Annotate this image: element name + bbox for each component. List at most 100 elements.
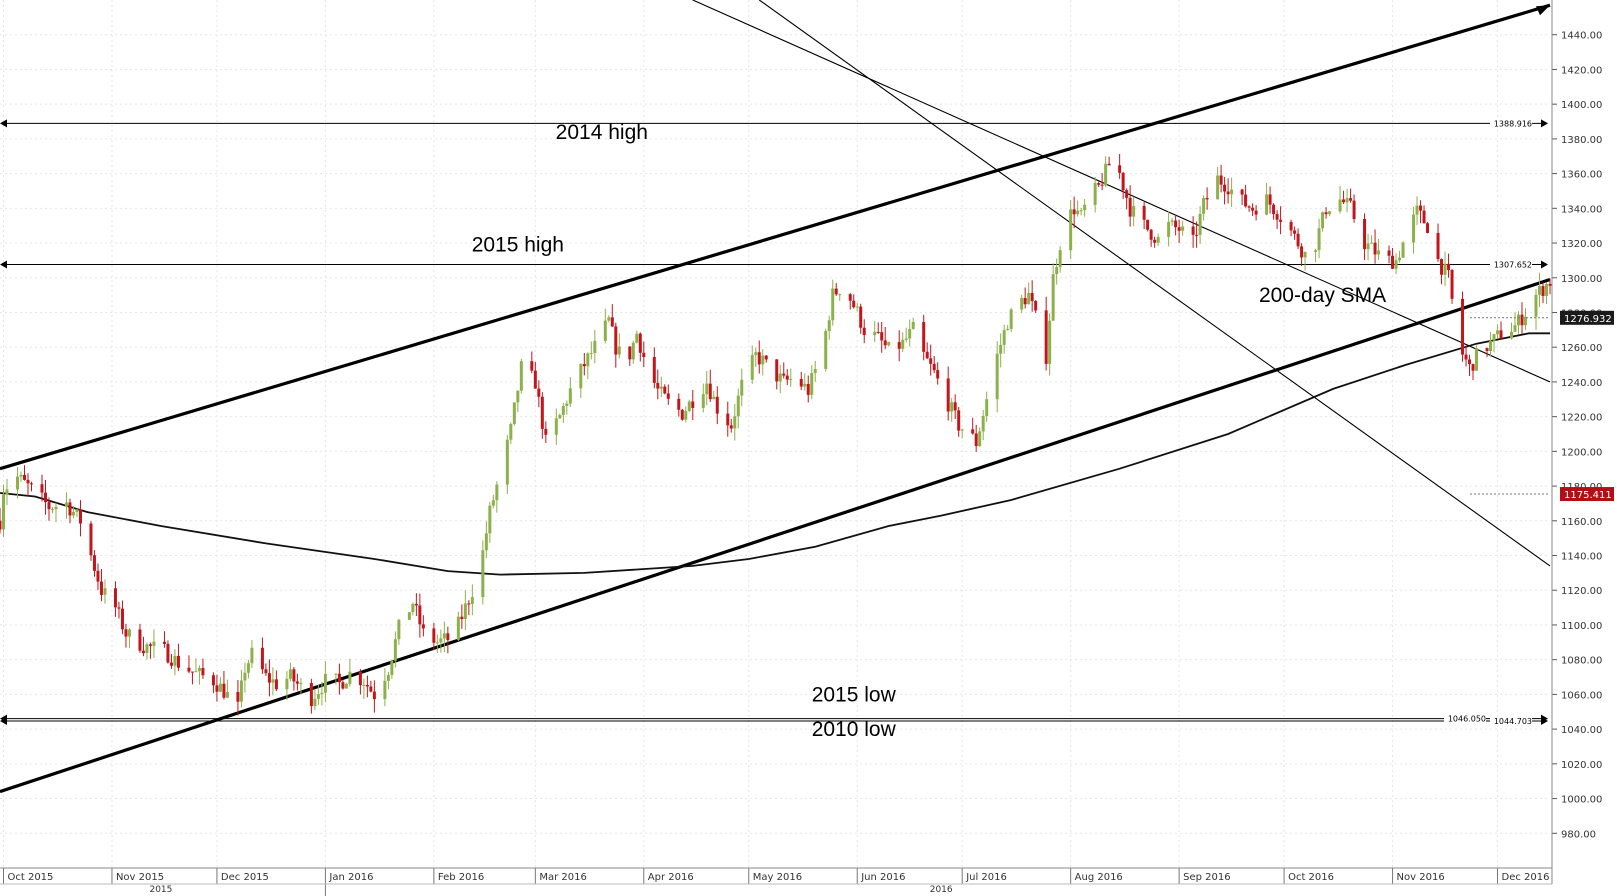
candle-up	[827, 315, 831, 340]
candle-body	[729, 425, 733, 429]
candle-body	[1447, 263, 1451, 271]
candle-down	[1251, 203, 1255, 216]
candle-body	[138, 629, 142, 651]
candle-body	[1510, 331, 1514, 339]
candle-down	[1373, 229, 1377, 264]
candle-up	[271, 667, 275, 696]
candle-down	[40, 474, 44, 502]
candle-body	[75, 509, 79, 512]
candle-down	[1349, 188, 1353, 203]
candle-body	[1100, 184, 1104, 186]
candle-body	[1373, 242, 1377, 255]
candle-body	[103, 588, 107, 595]
y-tick-label: 1260.00	[1561, 343, 1602, 354]
candle-up	[246, 659, 250, 679]
candle-down	[880, 321, 884, 353]
candle-body	[1387, 250, 1391, 256]
candle-body	[1464, 354, 1468, 360]
level-value-bg	[1490, 118, 1532, 129]
y-tick-label: 1040.00	[1561, 725, 1602, 736]
candle-body	[344, 683, 348, 689]
candle-up	[568, 377, 572, 407]
candle-up	[1009, 307, 1013, 333]
candle-up	[831, 279, 835, 326]
candle-body	[1279, 219, 1283, 222]
x-tick-label: Mar 2016	[539, 872, 587, 883]
candle-down	[953, 394, 957, 419]
candle-body	[1538, 286, 1542, 295]
candle-down	[1499, 321, 1503, 340]
candle-up	[1338, 185, 1342, 214]
candle-body	[1069, 209, 1073, 251]
candle-up	[1006, 324, 1010, 331]
candle-up	[463, 590, 467, 630]
y-tick-label: 1000.00	[1561, 795, 1602, 806]
candle-down	[677, 393, 681, 417]
candle-up	[1321, 211, 1325, 232]
candle-down	[138, 623, 142, 653]
candle-up	[911, 317, 915, 330]
candle-body	[463, 603, 467, 620]
candle-body	[1048, 320, 1052, 364]
candle-up	[1156, 233, 1160, 247]
candle-body	[1545, 284, 1549, 296]
candle-body	[1485, 348, 1489, 351]
candle-body	[876, 331, 880, 333]
candle-body	[71, 511, 75, 516]
candle-body	[873, 331, 877, 336]
candle-body	[365, 684, 369, 687]
candle-down	[89, 521, 93, 561]
candle-body	[1072, 209, 1076, 215]
candle-down	[929, 344, 933, 376]
y-tick-label: 980.00	[1561, 829, 1596, 840]
candle-up	[1132, 196, 1136, 227]
candle-down	[1023, 287, 1027, 309]
candle-up	[901, 332, 905, 353]
candle-down	[1244, 184, 1248, 208]
candle-body	[922, 322, 926, 352]
candle-up	[323, 661, 327, 703]
candle-up	[750, 345, 754, 384]
candle-body	[1300, 246, 1304, 258]
candle-body	[271, 679, 275, 683]
candle-body	[323, 673, 327, 693]
candle-down	[78, 500, 82, 537]
candle-body	[1244, 194, 1248, 207]
candle-up	[778, 364, 782, 394]
candle-up	[1475, 345, 1479, 371]
y-tick-label: 1020.00	[1561, 760, 1602, 771]
candle-body	[582, 364, 586, 367]
candle-body	[855, 306, 859, 308]
candle-up	[75, 508, 79, 518]
candle-body	[89, 523, 93, 556]
candle-body	[519, 361, 523, 391]
x-tick-label: Dec 2016	[1502, 872, 1550, 883]
candle-up	[439, 629, 443, 653]
candle-down	[1072, 196, 1076, 229]
candle-body	[628, 346, 632, 360]
x-tick-label: Jun 2016	[860, 872, 905, 883]
annotation-label: 200-day SMA	[1259, 284, 1386, 307]
candle-up	[442, 621, 446, 653]
y-tick-label: 1160.00	[1561, 517, 1602, 528]
candle-body	[687, 401, 691, 412]
level-value-bg	[1490, 259, 1532, 270]
candle-down	[666, 384, 670, 405]
candle-body	[533, 370, 537, 389]
candle-down	[925, 342, 929, 359]
candle-body	[267, 673, 271, 683]
candle-body	[750, 355, 754, 380]
y-tick-label: 1140.00	[1561, 552, 1602, 563]
candle-down	[99, 568, 103, 602]
candle-down	[862, 319, 866, 344]
candle-body	[260, 647, 264, 670]
candle-body	[799, 378, 803, 387]
candle-body	[1317, 228, 1321, 251]
candle-body	[999, 344, 1003, 354]
candle-body	[411, 603, 415, 613]
candle-body	[442, 633, 446, 639]
candle-up	[313, 688, 317, 711]
candle-body	[1118, 165, 1122, 173]
candle-body	[43, 492, 47, 503]
